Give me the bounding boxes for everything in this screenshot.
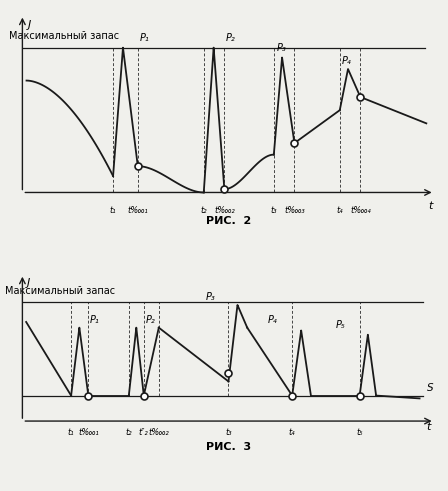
Text: t‱₂: t‱₂	[214, 206, 235, 215]
Text: P₄: P₄	[341, 56, 351, 66]
Text: Максимальный запас: Максимальный запас	[5, 286, 115, 297]
Text: t₂: t₂	[125, 428, 132, 437]
Text: Максимальный запас: Максимальный запас	[9, 31, 119, 41]
Text: P₂: P₂	[226, 33, 236, 43]
Text: S: S	[427, 383, 434, 393]
Text: t₄: t₄	[289, 428, 296, 437]
Text: P₃: P₃	[276, 43, 286, 53]
Text: t‱₁: t‱₁	[127, 206, 148, 215]
Text: J: J	[27, 278, 30, 288]
Text: t: t	[426, 422, 431, 432]
Text: P₄: P₄	[268, 315, 278, 325]
Text: t₄: t₄	[336, 206, 343, 215]
Text: t₃: t₃	[271, 206, 277, 215]
Text: t‱₄: t‱₄	[350, 206, 371, 215]
Text: t‱₂: t‱₂	[148, 428, 169, 437]
Text: t₁: t₁	[68, 428, 74, 437]
Text: P₁: P₁	[139, 33, 149, 43]
Text: t₂: t₂	[200, 206, 207, 215]
Text: J: J	[27, 20, 30, 29]
Text: t: t	[428, 201, 433, 211]
Text: P₂: P₂	[146, 315, 156, 325]
Text: t‱₁: t‱₁	[78, 428, 99, 437]
Text: РИС.  3: РИС. 3	[206, 442, 251, 452]
Text: t‱₃: t‱₃	[284, 206, 305, 215]
Text: t₁: t₁	[110, 206, 116, 215]
Text: P₅: P₅	[336, 321, 345, 330]
Text: P₁: P₁	[90, 315, 99, 325]
Text: t₅: t₅	[356, 428, 363, 437]
Text: P₃: P₃	[206, 292, 216, 302]
Text: t″₂: t″₂	[139, 428, 149, 437]
Text: t₃: t₃	[225, 428, 232, 437]
Text: РИС.  2: РИС. 2	[206, 216, 251, 225]
